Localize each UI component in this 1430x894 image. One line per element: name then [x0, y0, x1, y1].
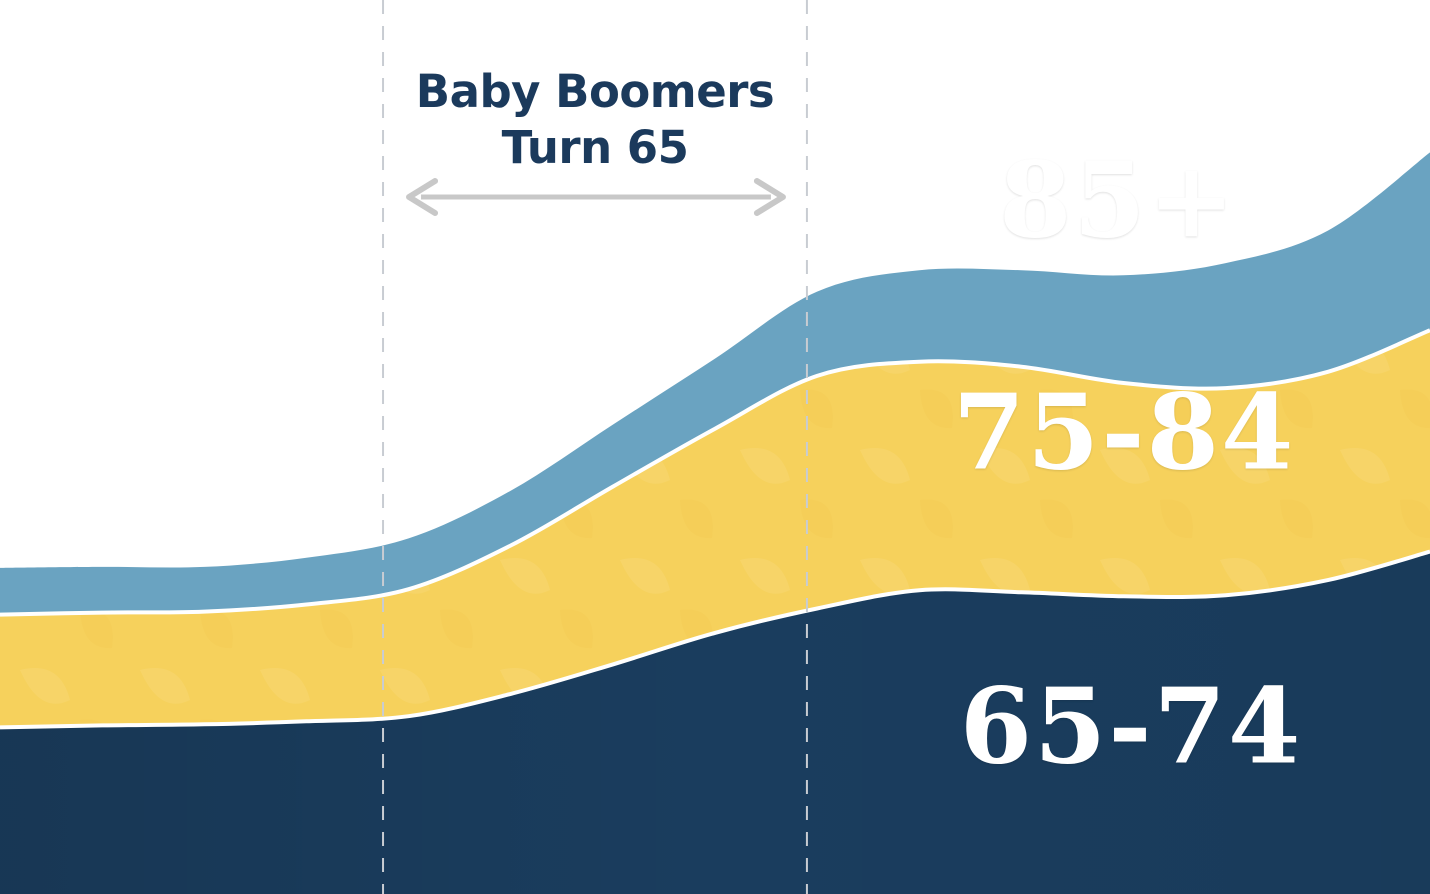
annotation-line-1: Baby Boomers: [415, 65, 775, 118]
annotation-baby-boomers: Baby Boomers Turn 65: [415, 64, 775, 176]
series-label-75-84: 75-84: [952, 370, 1296, 494]
overlay-layers: [382, 0, 808, 894]
range-arrow-right-head-icon: [753, 178, 786, 216]
annotation-line-2: Turn 65: [501, 121, 689, 174]
range-arrow-left-head-icon: [406, 178, 439, 216]
series-label-65-74: 65-74: [959, 664, 1303, 788]
area-layers: [0, 152, 1430, 894]
boundary-line-65-74: [0, 549, 1430, 730]
series-label-85-plus: 85+: [999, 138, 1237, 262]
area-shading-65-74: [0, 551, 1430, 894]
boundary-line-75-84: [0, 328, 1430, 617]
